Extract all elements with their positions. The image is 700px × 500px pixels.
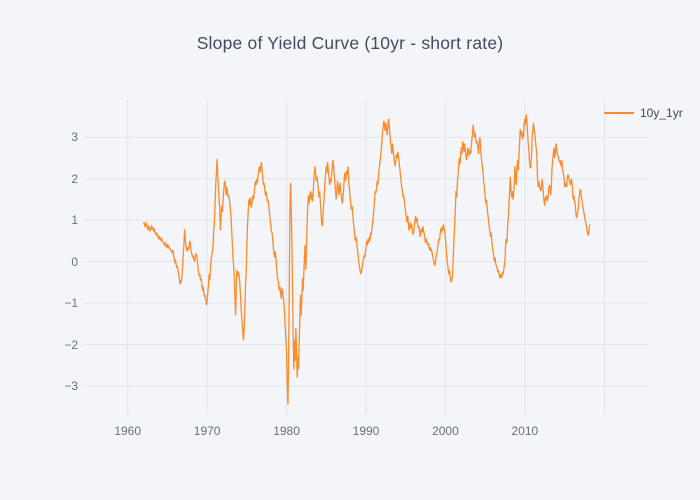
y-tick-label: 0 <box>71 254 78 269</box>
x-tick-label: 1990 <box>352 424 380 438</box>
x-tick-label: 2010 <box>511 424 539 438</box>
y-tick-label: −1 <box>64 296 78 311</box>
series-line-10y_1yr[interactable] <box>142 114 591 405</box>
chart-title: Slope of Yield Curve (10yr - short rate) <box>196 33 504 53</box>
y-tick-label: −2 <box>64 337 78 352</box>
y-tick-label: −3 <box>64 378 78 393</box>
x-tick-label: 1960 <box>114 424 142 438</box>
gridlines <box>84 100 648 415</box>
y-tick-label: 1 <box>71 213 78 228</box>
legend-line-swatch <box>604 112 634 114</box>
legend-label: 10y_1yr <box>640 106 683 120</box>
y-tick-label: 2 <box>71 171 78 186</box>
x-tick-label: 1980 <box>273 424 300 438</box>
x-tick-label: 2000 <box>432 424 459 438</box>
legend-item-10y-1yr[interactable]: 10y_1yr <box>604 106 683 120</box>
x-tick-label: 1970 <box>193 424 221 438</box>
y-tick-label: 3 <box>71 130 78 145</box>
